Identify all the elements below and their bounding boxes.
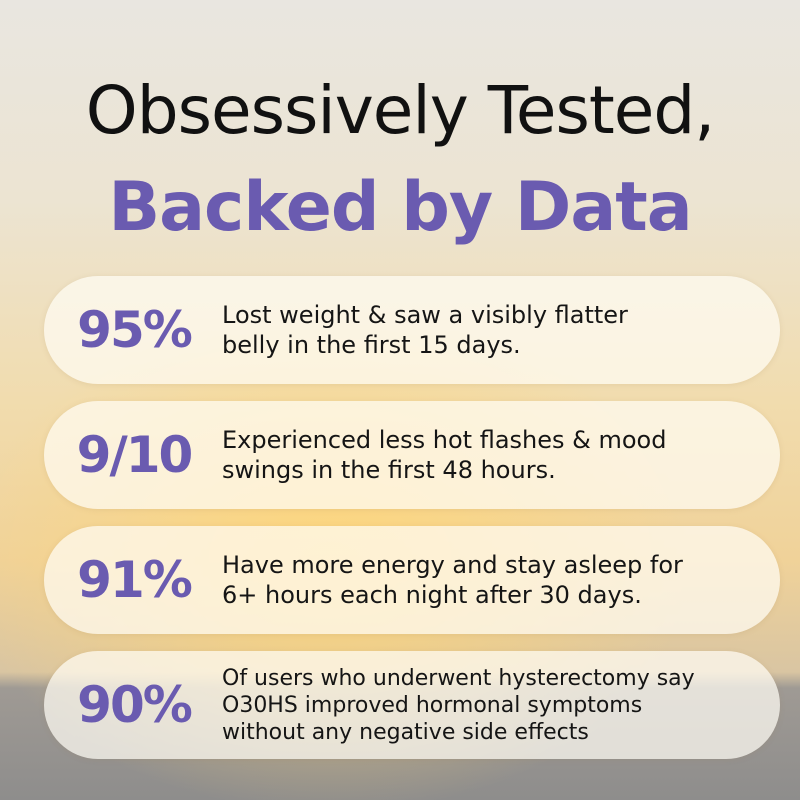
stat-line: without any negative side effects — [222, 719, 589, 745]
stat-figure: 95% — [77, 301, 193, 359]
stat-line: Have more energy and stay asleep for — [222, 551, 683, 579]
stat-figure: 9/10 — [76, 426, 194, 484]
stat-line: 6+ hours each night after 30 days. — [222, 581, 642, 609]
stat-line: belly in the first 15 days. — [222, 331, 521, 359]
subtitle: Backed by Data — [108, 168, 692, 247]
stat-card: 90% Of users who underwent hysterectomy s… — [44, 651, 780, 759]
stat-card: 95% Lost weight & saw a visibly flatter be… — [44, 276, 780, 384]
stat-text: Of users who underwent hysterectomy say O… — [222, 651, 770, 759]
stat-figure: 90% — [77, 676, 193, 734]
stat-card: 9/10 Experienced less hot flashes & mood s… — [44, 401, 780, 509]
stat-card: 91% Have more energy and stay asleep for 6… — [44, 526, 780, 634]
title: Obsessively Tested, — [85, 72, 715, 149]
stat-text: Lost weight & saw a visibly flatter belly… — [222, 276, 770, 384]
stat-line: swings in the first 48 hours. — [222, 456, 556, 484]
stat-figure: 91% — [77, 551, 193, 609]
stat-text: Experienced less hot flashes & mood swing… — [222, 401, 770, 509]
stat-line: Experienced less hot flashes & mood — [222, 426, 667, 454]
stat-line: Lost weight & saw a visibly flatter — [222, 301, 628, 329]
stat-line: Of users who underwent hysterectomy say — [222, 665, 695, 691]
stat-text: Have more energy and stay asleep for 6+ h… — [222, 526, 770, 634]
stat-line: O30HS improved hormonal symptoms — [222, 692, 643, 718]
